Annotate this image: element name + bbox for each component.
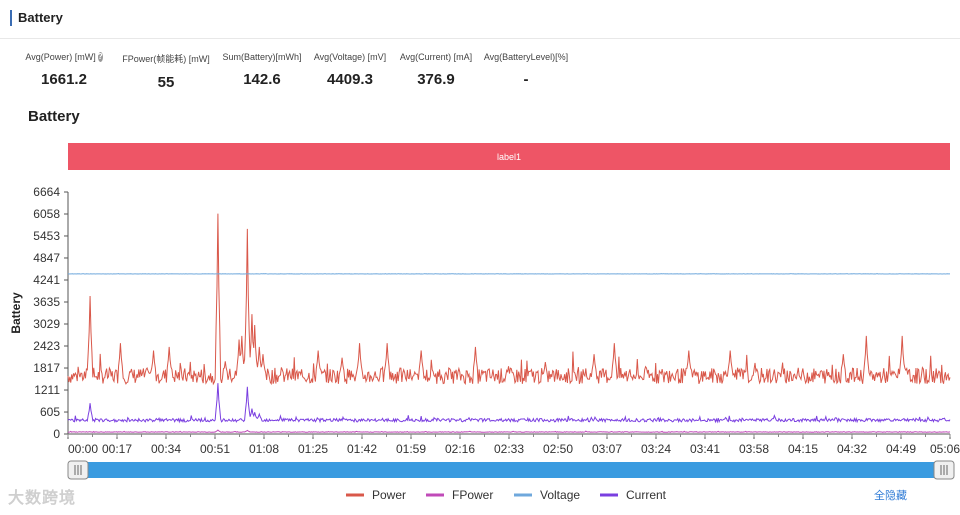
y-tick-label: 6664 — [33, 185, 60, 199]
legend-label[interactable]: Power — [372, 488, 406, 502]
stat-fpower: FPower(帧能耗) [mW] 55 — [118, 52, 214, 91]
stat-label: Avg(Voltage) [mV] — [313, 52, 387, 62]
stat-value: 1661.2 — [41, 71, 87, 88]
zoom-slider-track[interactable] — [68, 462, 954, 478]
stat-label: Sum(Battery)[mWh] — [222, 52, 302, 62]
y-tick-label: 2423 — [33, 339, 60, 353]
stat-sum-battery: Sum(Battery)[mWh] 142.6 — [218, 52, 306, 88]
stat-value: 142.6 — [243, 71, 281, 88]
x-tick-label: 01:08 — [249, 442, 279, 456]
stat-label: FPower(帧能耗) [mW] — [122, 54, 210, 64]
x-tick-label: 04:32 — [837, 442, 867, 456]
x-tick-label: 02:50 — [543, 442, 573, 456]
x-tick-label: 03:24 — [641, 442, 671, 456]
stat-value: 4409.3 — [327, 71, 373, 88]
question-icon[interactable]: ? — [97, 52, 103, 62]
x-tick-label: 04:49 — [886, 442, 916, 456]
mark-area-band — [68, 143, 950, 170]
y-tick-label: 4847 — [33, 251, 60, 265]
x-tick-label: 03:58 — [739, 442, 769, 456]
y-tick-label: 605 — [40, 405, 60, 419]
x-tick-label: 00:17 — [102, 442, 132, 456]
stat-value: 376.9 — [417, 71, 455, 88]
y-tick-label: 0 — [53, 427, 60, 441]
series-line-fpower — [67, 429, 951, 433]
stat-avg-voltage: Avg(Voltage) [mV] 4409.3 — [310, 52, 390, 88]
section-header: Battery — [0, 0, 960, 39]
y-tick-label: 6058 — [33, 207, 60, 221]
stat-avg-battery-level: Avg(BatteryLevel)[%] - — [482, 52, 570, 88]
stat-avg-current: Avg(Current) [mA] 376.9 — [396, 52, 476, 88]
hide-all-button[interactable]: 全隐藏 — [874, 490, 907, 502]
x-tick-label: 01:25 — [298, 442, 328, 456]
x-tick-label: 04:15 — [788, 442, 818, 456]
stat-label: Avg(BatteryLevel)[%] — [483, 52, 569, 62]
y-tick-label: 3029 — [33, 317, 60, 331]
y-tick-label: 1817 — [33, 361, 60, 375]
legend-label[interactable]: Current — [626, 488, 667, 502]
y-tick-label: 4241 — [33, 273, 60, 287]
x-tick-label: 01:42 — [347, 442, 377, 456]
x-tick-label: 02:33 — [494, 442, 524, 456]
legend-label[interactable]: FPower — [452, 488, 493, 502]
stat-value: 55 — [157, 74, 175, 91]
stat-label: Avg(Current) [mA] — [399, 52, 473, 62]
y-tick-label: 1211 — [34, 383, 60, 397]
x-tick-label: 02:16 — [445, 442, 475, 456]
watermark-logo: 大数跨境 — [8, 490, 77, 507]
mark-area-label: label1 — [497, 152, 521, 162]
y-tick-label: 3635 — [33, 295, 60, 309]
stat-label: Avg(Power) [mW] — [25, 52, 96, 62]
series-line-power — [67, 213, 951, 386]
legend-label[interactable]: Voltage — [540, 488, 580, 502]
x-tick-label: 03:41 — [690, 442, 720, 456]
x-tick-label: 00:34 — [151, 442, 181, 456]
section-accent-bar — [10, 10, 12, 26]
section-title: Battery — [18, 10, 63, 25]
stat-value: - — [523, 71, 529, 88]
chart-title: Battery — [28, 108, 80, 125]
x-tick-label: 01:59 — [396, 442, 426, 456]
y-tick-label: 5453 — [33, 229, 60, 243]
stats-row: Avg(Power) [mW]? 1661.2 FPower(帧能耗) [mW]… — [0, 52, 960, 97]
x-tick-label: 00:00 — [68, 442, 98, 456]
series-line-current — [67, 383, 951, 424]
stat-avg-power: Avg(Power) [mW]? 1661.2 — [25, 52, 103, 88]
x-tick-label: 03:07 — [592, 442, 622, 456]
x-tick-label: 05:06 — [930, 442, 960, 456]
y-axis-label: Battery — [9, 292, 23, 334]
x-tick-label: 00:51 — [200, 442, 230, 456]
